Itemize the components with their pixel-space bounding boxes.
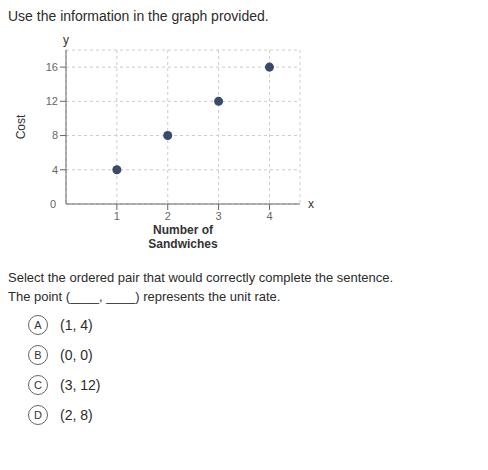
html-text:B: B	[34, 349, 42, 361]
svg-text:0: 0	[50, 198, 56, 210]
html-text:Select the ordered pair that w: Select the ordered pair that would corre…	[8, 270, 394, 285]
svg-text:2: 2	[165, 210, 171, 222]
svg-text:x: x	[308, 197, 314, 211]
html-text:A: A	[34, 319, 42, 331]
html-text:(1, 4): (1, 4)	[60, 317, 93, 333]
svg-text:1: 1	[114, 210, 120, 222]
svg-text:12: 12	[46, 95, 58, 107]
svg-text:y: y	[63, 33, 69, 47]
svg-text:8: 8	[52, 129, 58, 141]
svg-text:4: 4	[266, 210, 272, 222]
svg-text:Cost: Cost	[14, 114, 28, 139]
html-text:(3, 12): (3, 12)	[60, 377, 101, 393]
html-text:(0, 0): (0, 0)	[60, 347, 93, 363]
html-text:C: C	[34, 379, 42, 391]
svg-text:4: 4	[52, 164, 58, 176]
html-text:The point (____, ____) represe: The point (____, ____) represents the un…	[8, 289, 281, 304]
svg-text:Number ofSandwiches: Number ofSandwiches	[148, 223, 218, 251]
svg-text:3: 3	[216, 210, 222, 222]
html-text:D: D	[34, 409, 42, 421]
html-text:Use the information in the gra: Use the information in the graph provide…	[8, 8, 269, 24]
svg-text:16: 16	[46, 61, 58, 73]
html-text:(2, 8): (2, 8)	[60, 407, 93, 423]
